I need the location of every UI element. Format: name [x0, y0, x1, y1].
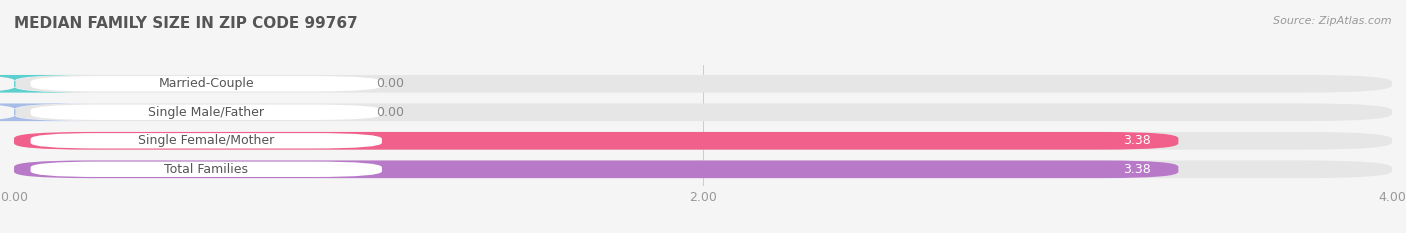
Text: Married-Couple: Married-Couple — [159, 77, 254, 90]
FancyBboxPatch shape — [31, 76, 382, 92]
Text: Single Male/Father: Single Male/Father — [148, 106, 264, 119]
FancyBboxPatch shape — [31, 162, 382, 177]
Text: Single Female/Mother: Single Female/Mother — [138, 134, 274, 147]
Text: MEDIAN FAMILY SIZE IN ZIP CODE 99767: MEDIAN FAMILY SIZE IN ZIP CODE 99767 — [14, 16, 357, 31]
FancyBboxPatch shape — [0, 103, 90, 121]
FancyBboxPatch shape — [31, 133, 382, 148]
FancyBboxPatch shape — [31, 105, 382, 120]
FancyBboxPatch shape — [14, 132, 1392, 150]
Text: Total Families: Total Families — [165, 163, 249, 176]
FancyBboxPatch shape — [14, 75, 1392, 93]
Text: 3.38: 3.38 — [1123, 134, 1150, 147]
FancyBboxPatch shape — [14, 161, 1178, 178]
Text: Source: ZipAtlas.com: Source: ZipAtlas.com — [1274, 16, 1392, 26]
FancyBboxPatch shape — [14, 103, 1392, 121]
Text: 0.00: 0.00 — [375, 77, 404, 90]
Text: 0.00: 0.00 — [375, 106, 404, 119]
FancyBboxPatch shape — [0, 75, 90, 93]
FancyBboxPatch shape — [14, 132, 1178, 150]
FancyBboxPatch shape — [14, 161, 1392, 178]
Text: 3.38: 3.38 — [1123, 163, 1150, 176]
